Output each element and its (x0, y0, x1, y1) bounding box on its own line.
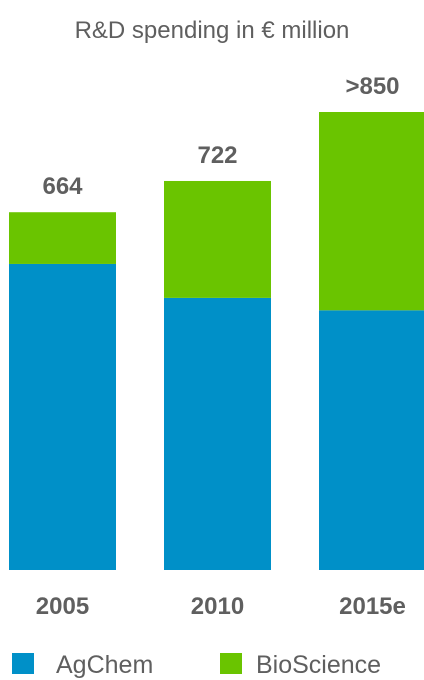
category-label-2010: 2010 (191, 593, 244, 620)
category-label-2005: 2005 (36, 593, 89, 620)
total-label-2015e: >850 (345, 73, 399, 100)
bar-agchem-2010 (164, 297, 271, 570)
legend: AgChem BioScience (12, 651, 381, 679)
bar-bioscience-2005 (9, 212, 116, 264)
legend-label-bioscience: BioScience (256, 651, 381, 679)
category-labels-group: 2005 2010 2015e (36, 593, 406, 620)
bar-agchem-2005 (9, 263, 116, 570)
bar-bioscience-2010 (164, 180, 271, 298)
total-label-2005: 664 (42, 173, 83, 200)
legend-swatch-agchem (12, 653, 34, 674)
legend-swatch-bioscience (220, 653, 242, 674)
legend-label-agchem: AgChem (56, 651, 153, 679)
total-labels-group: 664 722 >850 (42, 73, 399, 200)
bar-agchem-2015e (319, 310, 424, 570)
category-label-2015e: 2015e (339, 593, 406, 620)
total-label-2010: 722 (197, 142, 237, 169)
chart-title: R&D spending in € million (75, 17, 350, 44)
bars-group (9, 112, 424, 570)
bar-bioscience-2015e (319, 112, 424, 311)
